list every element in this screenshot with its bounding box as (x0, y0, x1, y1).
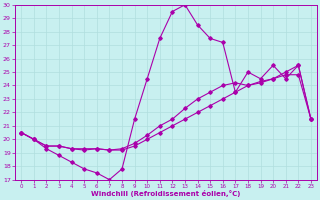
X-axis label: Windchill (Refroidissement éolien,°C): Windchill (Refroidissement éolien,°C) (92, 190, 241, 197)
